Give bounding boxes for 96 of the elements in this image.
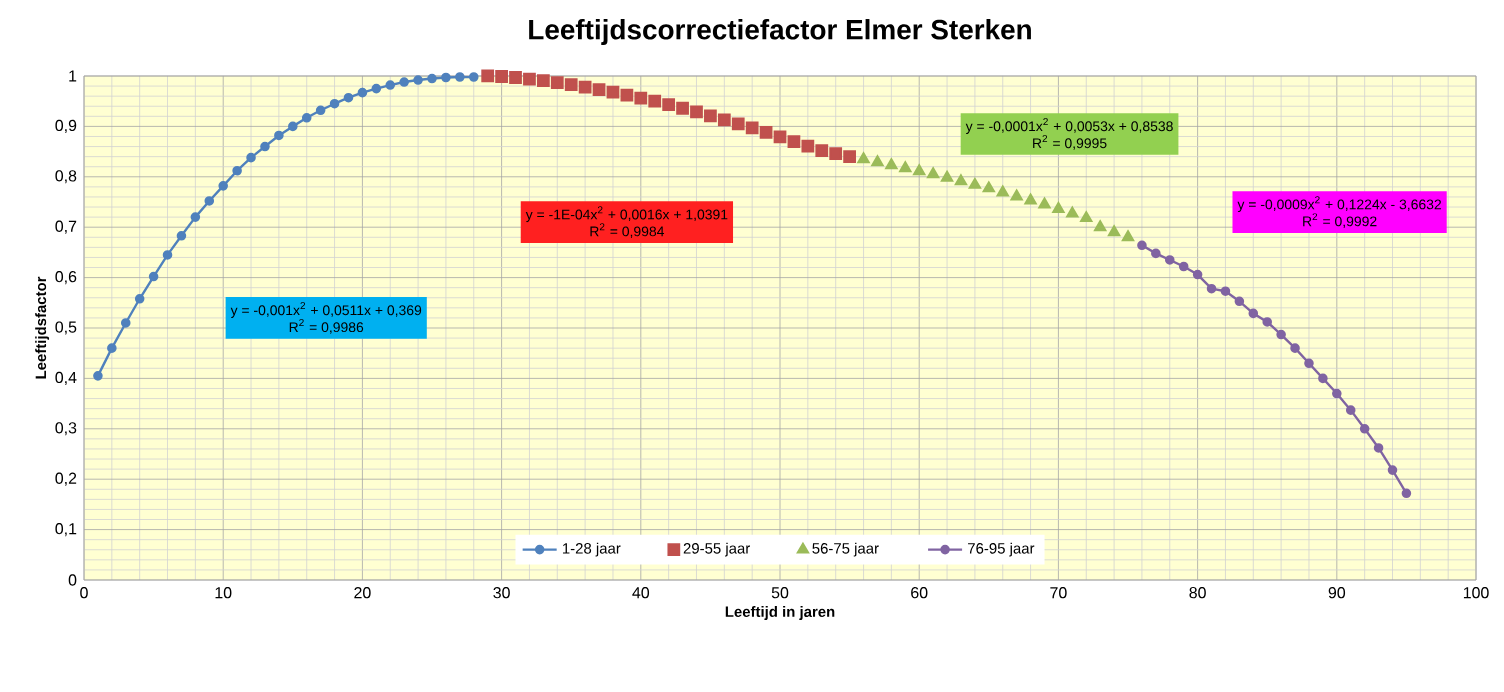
point [148, 271, 159, 282]
point [1121, 230, 1135, 242]
point [899, 161, 912, 173]
point [1248, 308, 1259, 319]
point [1206, 283, 1217, 294]
point [982, 181, 995, 193]
point [1276, 329, 1286, 340]
point [1066, 206, 1079, 218]
point [927, 167, 940, 179]
point [1387, 465, 1398, 475]
point [288, 121, 298, 132]
point [301, 113, 312, 123]
point [550, 76, 564, 89]
point [413, 75, 423, 85]
point [495, 70, 508, 83]
point [690, 105, 703, 119]
point [509, 71, 522, 84]
point [1332, 388, 1342, 399]
point [1318, 373, 1328, 384]
point [1108, 225, 1121, 237]
point [536, 74, 550, 87]
point [1220, 286, 1231, 296]
point [218, 181, 228, 191]
point [315, 105, 326, 116]
point [1262, 317, 1272, 327]
point [634, 91, 648, 105]
point [871, 155, 884, 167]
point [731, 117, 745, 131]
point [1137, 240, 1147, 251]
point [787, 135, 801, 148]
point [704, 109, 717, 123]
point [232, 165, 242, 176]
point [801, 139, 815, 153]
point [399, 77, 409, 87]
point [759, 126, 773, 139]
point [481, 69, 495, 83]
point [260, 141, 270, 152]
point [1359, 424, 1370, 434]
point [455, 72, 465, 82]
point [329, 98, 340, 109]
point [1038, 197, 1051, 209]
point [204, 196, 215, 206]
point [606, 85, 620, 99]
point [913, 164, 926, 176]
point [773, 130, 787, 144]
point [1401, 488, 1412, 499]
point [1052, 202, 1065, 214]
point [427, 73, 437, 84]
point [578, 80, 592, 94]
point [1192, 269, 1203, 280]
point [1178, 261, 1189, 272]
point [1304, 358, 1314, 369]
point [1373, 443, 1384, 453]
point [441, 72, 451, 83]
point [343, 92, 354, 103]
point [843, 150, 856, 164]
point [1010, 189, 1023, 201]
point [885, 158, 898, 170]
point [371, 83, 382, 94]
chart-title: Leeftijdscorrectiefactor Elmer Sterken [529, 19, 1031, 46]
point [815, 144, 829, 157]
point [523, 72, 536, 86]
point [93, 371, 103, 381]
point [648, 94, 662, 108]
point [162, 250, 173, 260]
point [246, 152, 256, 163]
point [829, 147, 843, 160]
point [592, 83, 606, 96]
point [1164, 255, 1175, 265]
point [620, 88, 634, 102]
point [134, 293, 145, 304]
point [954, 174, 967, 186]
point [717, 113, 731, 127]
point [1234, 296, 1245, 307]
point [745, 121, 759, 135]
point [190, 212, 201, 222]
point [107, 343, 117, 353]
point [357, 87, 368, 98]
point [662, 98, 676, 112]
point [120, 318, 131, 328]
point [1024, 193, 1037, 205]
point [1290, 343, 1300, 353]
point [676, 101, 689, 115]
point [274, 130, 284, 141]
point [1345, 405, 1356, 415]
point [468, 72, 479, 82]
point [857, 152, 870, 164]
point [176, 230, 187, 241]
point [564, 78, 578, 91]
point [941, 171, 954, 182]
point [968, 178, 981, 189]
point [996, 185, 1009, 197]
point [1080, 211, 1093, 223]
point [1151, 248, 1161, 259]
point [385, 80, 396, 90]
point [1094, 220, 1107, 232]
